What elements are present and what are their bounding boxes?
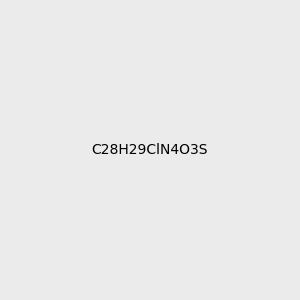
Text: C28H29ClN4O3S: C28H29ClN4O3S [92,143,208,157]
